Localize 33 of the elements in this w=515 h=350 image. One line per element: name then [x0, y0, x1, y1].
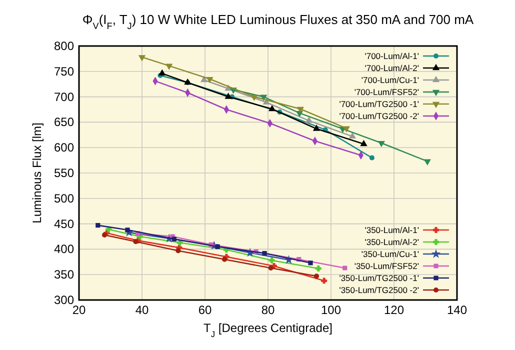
y-tick-label: 450: [54, 216, 74, 231]
x-tick-label: 140: [446, 303, 468, 317]
y-tick-label: 750: [54, 64, 74, 78]
y-tick-label: 650: [54, 115, 74, 130]
y-tick-label: 350: [54, 268, 74, 282]
x-tick-label: 120: [384, 303, 404, 317]
y-tick-label: 600: [54, 140, 74, 155]
legend-label: '700-Lum/TG2500 -2': [339, 111, 420, 121]
y-tick-label: 800: [54, 39, 74, 53]
x-tick-label: 60: [198, 303, 212, 317]
legend-label: '700-Lum/Al-2': [364, 63, 420, 73]
chart-title: Φ$_{V}$(I$_{F}$, T$_{J}$) 10 W White LED Luminous Fluxes at 350 mA and 700 mA: [82, 12, 474, 31]
legend-label: '350-Lum/FSF52': [354, 261, 420, 271]
legend-label: '700-Lum/Cu-1': [361, 75, 420, 85]
x-tick-label: 20: [72, 303, 86, 317]
y-tick-label: 500: [54, 191, 74, 206]
y-tick-label: 550: [54, 166, 74, 180]
legend-label: '700-Lum/Al-1': [364, 51, 420, 61]
legend-label: '350-Lum/TG2500 -2': [339, 285, 420, 295]
x-tick-label: 80: [261, 303, 275, 317]
y-tick-label: 300: [54, 293, 74, 307]
y-tick-label: 400: [54, 242, 74, 256]
x-tick-label: 100: [320, 303, 342, 317]
y-tick-label: 700: [54, 90, 74, 104]
legend-label: '350-Lum/Cu-1': [361, 249, 420, 259]
legend-label: '700-Lum/TG2500 -1': [339, 99, 420, 109]
x-tick-label: 40: [135, 303, 149, 317]
legend-label: '350-Lum/TG2500 -1': [339, 273, 420, 283]
x-axis-title: T$_{J}$ [Degrees Centigrade]: [204, 321, 332, 339]
y-axis-title: Luminous Flux [lm]: [30, 122, 44, 224]
legend-label: '700-Lum/FSF52': [354, 87, 420, 97]
legend-label: '350-Lum/Al-1': [364, 225, 420, 235]
legend-label: '350-Lum/Al-2': [364, 237, 420, 247]
